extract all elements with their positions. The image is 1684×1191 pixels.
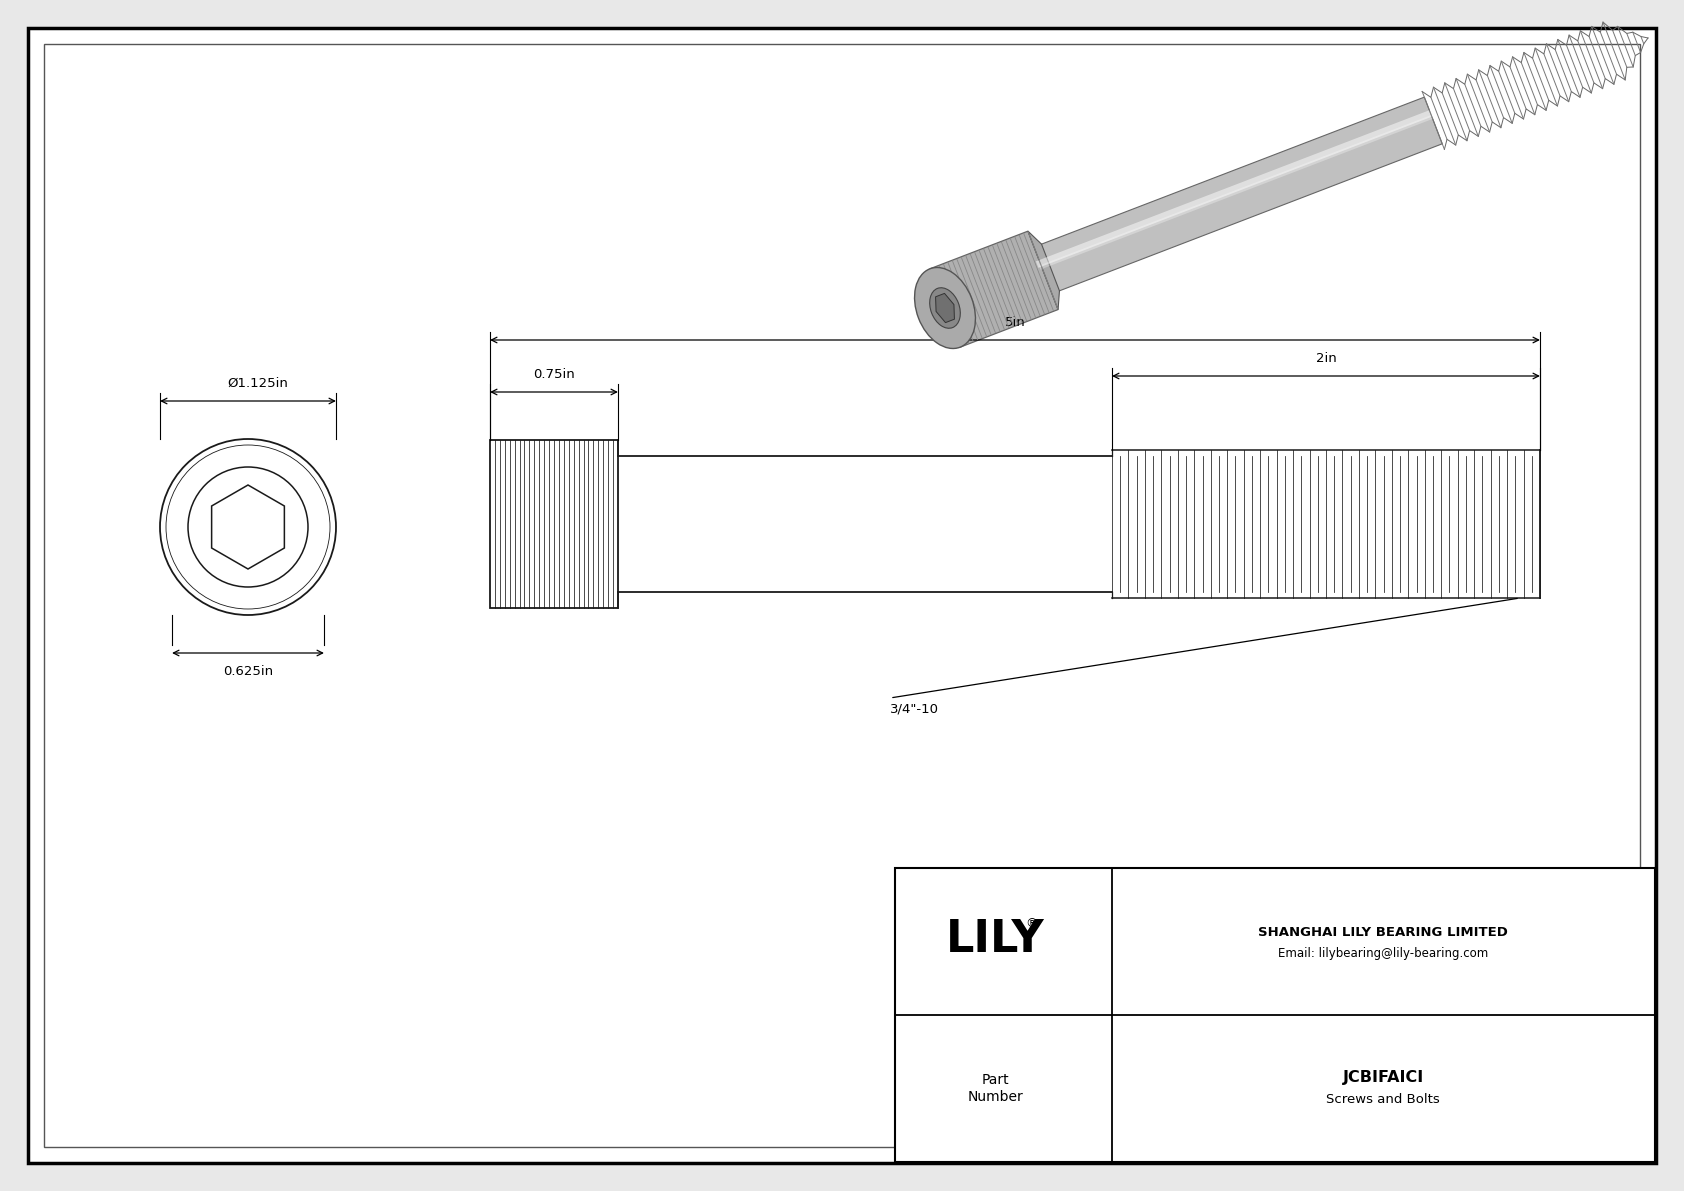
Text: JCBIFAICI: JCBIFAICI	[1342, 1070, 1425, 1085]
Text: 3/4"-10: 3/4"-10	[891, 703, 940, 716]
Ellipse shape	[914, 268, 975, 349]
Polygon shape	[936, 293, 955, 323]
Text: 0.625in: 0.625in	[222, 665, 273, 678]
Text: Screws and Bolts: Screws and Bolts	[1327, 1093, 1440, 1106]
Polygon shape	[930, 231, 1058, 348]
Text: Part
Number: Part Number	[967, 1073, 1024, 1104]
Text: Ø1.125in: Ø1.125in	[227, 378, 288, 389]
Bar	[894, 868, 1655, 1162]
Text: 5in: 5in	[1005, 316, 1026, 329]
Ellipse shape	[930, 288, 960, 329]
Text: SHANGHAI LILY BEARING LIMITED: SHANGHAI LILY BEARING LIMITED	[1258, 925, 1509, 939]
Text: LILY: LILY	[946, 918, 1044, 961]
Text: 0.75in: 0.75in	[534, 368, 574, 381]
Text: 2in: 2in	[1315, 353, 1337, 364]
Text: ®: ®	[1026, 917, 1037, 930]
Bar	[490, 439, 618, 607]
Polygon shape	[1034, 98, 1442, 294]
Polygon shape	[1027, 231, 1059, 310]
Text: Email: lilybearing@lily-bearing.com: Email: lilybearing@lily-bearing.com	[1278, 947, 1489, 960]
